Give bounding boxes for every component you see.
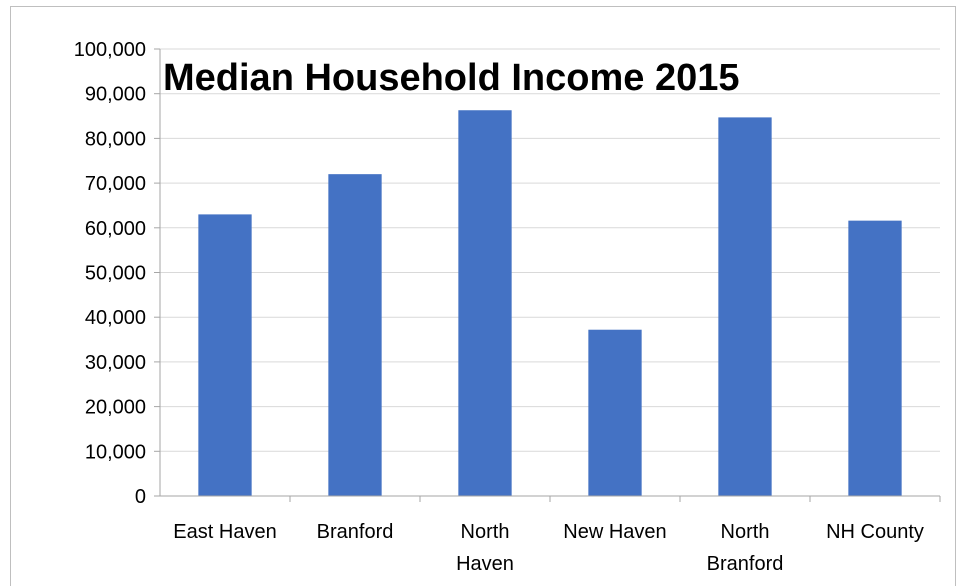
y-tick-label: 100,000	[74, 39, 146, 61]
chart-frame	[10, 6, 956, 586]
x-tick-label: Branford	[317, 521, 394, 543]
y-tick-label: 90,000	[85, 84, 146, 106]
bars	[198, 110, 902, 497]
y-tick-label: 70,000	[85, 173, 146, 195]
y-tick-label: 30,000	[85, 352, 146, 374]
y-tick-label: 10,000	[85, 441, 146, 463]
bar	[848, 220, 902, 496]
y-tick-label: 80,000	[85, 128, 146, 150]
chart-title: Median Household Income 2015	[163, 57, 739, 99]
y-tick-label: 0	[135, 486, 146, 508]
y-tick-labels: 0 10,000 20,000 30,000 40,000 50,000 60,000 70,…	[74, 39, 146, 508]
bar	[328, 174, 382, 496]
bar	[588, 329, 642, 496]
x-tick-label: North Haven	[456, 521, 514, 575]
x-tick-label: New Haven	[563, 521, 666, 543]
y-tick-label: 40,000	[85, 307, 146, 329]
y-tick-label: 50,000	[85, 263, 146, 285]
x-tick-label: North Branford	[707, 521, 784, 575]
y-tick-label: 60,000	[85, 218, 146, 240]
x-tick-labels: East Haven Branford North Haven New Haven Nor…	[173, 521, 924, 575]
x-tick-label: East Haven	[173, 521, 276, 543]
y-tick-label: 20,000	[85, 397, 146, 419]
x-tick-label: NH County	[826, 521, 924, 543]
bar	[458, 110, 512, 496]
bar	[198, 214, 252, 496]
gridlines	[160, 48, 940, 452]
axes	[154, 48, 941, 502]
bar	[718, 117, 772, 497]
